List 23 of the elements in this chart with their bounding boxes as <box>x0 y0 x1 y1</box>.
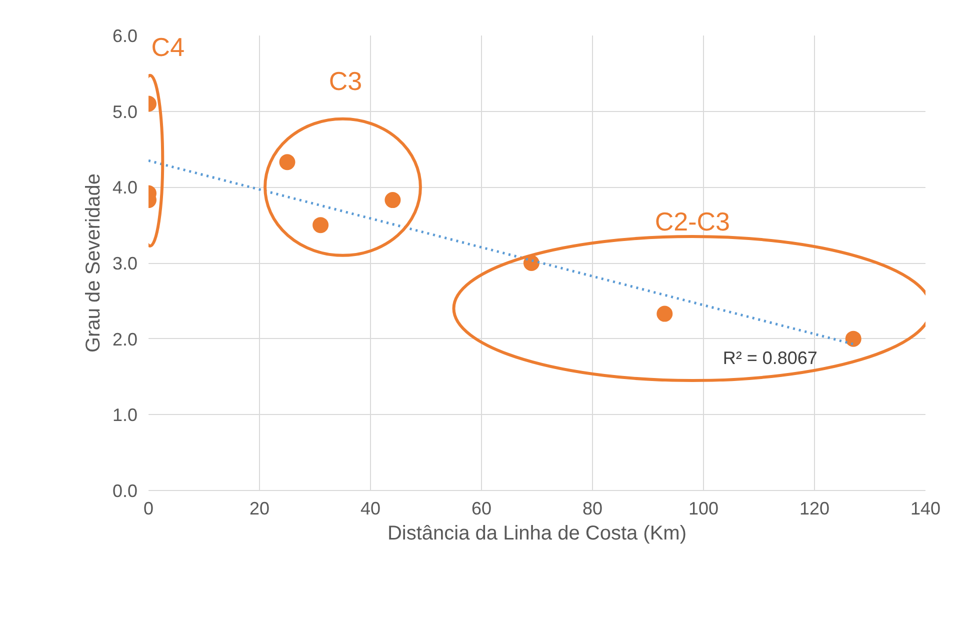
point <box>656 306 673 322</box>
y-tick-label: 3.0 <box>112 254 138 274</box>
x-tick-label: 120 <box>799 498 830 518</box>
x-tick-label: 20 <box>249 498 270 518</box>
point <box>845 330 862 347</box>
x-tick-label: 80 <box>582 498 603 518</box>
y-tick-label: 4.0 <box>112 178 138 198</box>
y-tick-label: 6.0 <box>112 26 138 46</box>
annotation: C2-C3 <box>654 206 730 236</box>
y-tick-label: 1.0 <box>112 405 138 426</box>
annotation: C4 <box>151 32 185 62</box>
x-tick-label: 40 <box>360 498 381 518</box>
x-tick-label: 0 <box>143 498 154 518</box>
annotation: C3 <box>328 66 362 96</box>
x-tick-label: 140 <box>910 498 941 518</box>
y-tick-label: 0.0 <box>112 481 138 501</box>
annotation: R² = 0.8067 <box>722 348 818 368</box>
y-axis-title: Grau de Severidade <box>82 173 104 352</box>
x-axis-title: Distância da Linha de Costa (Km) <box>387 522 687 544</box>
x-tick-label: 100 <box>688 498 719 518</box>
x-tick-label: 60 <box>471 498 492 518</box>
y-tick-label: 5.0 <box>112 102 138 122</box>
y-tick-label: 2.0 <box>112 329 138 350</box>
